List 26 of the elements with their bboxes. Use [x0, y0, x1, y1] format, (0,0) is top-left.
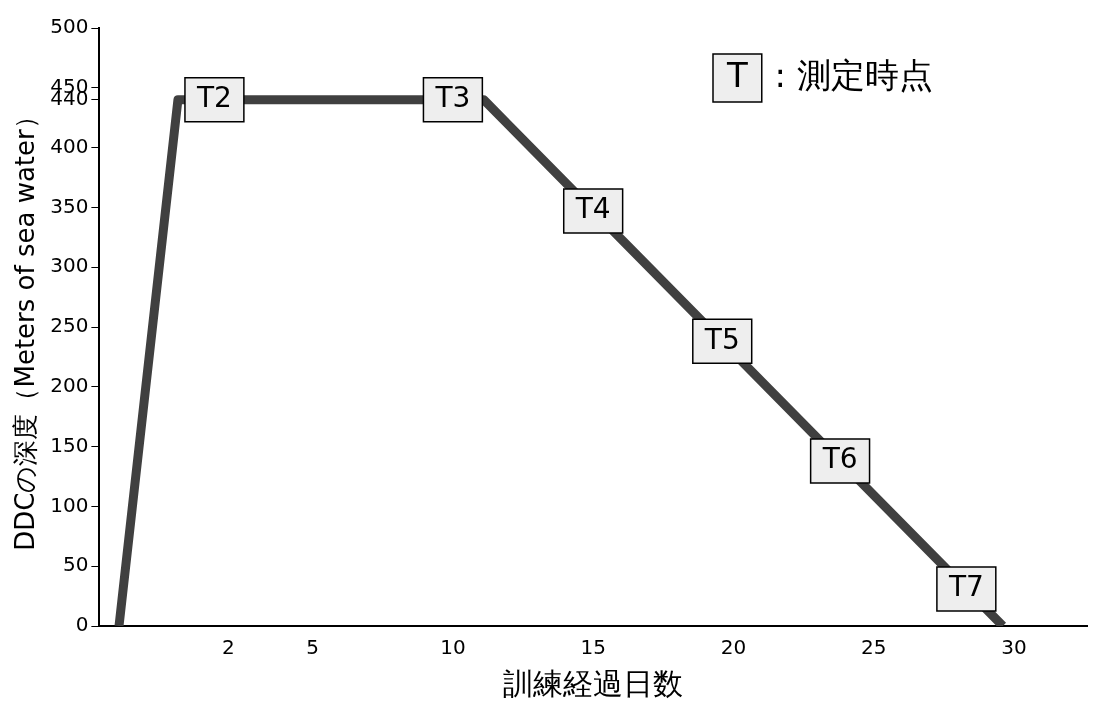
y-axis-title: DDCの深度（Meters of sea water） [10, 103, 41, 551]
annotation: T6 [821, 442, 858, 476]
y-tick-label: 50 [62, 552, 89, 577]
y-tick-label: 200 [50, 373, 89, 397]
annotation: T : 測定時点 [726, 54, 933, 95]
annotation: T7 [947, 570, 984, 604]
annotation: T2 [195, 81, 232, 115]
annotation: T3 [434, 81, 471, 115]
y-tick-label: 350 [50, 193, 89, 218]
x-tick-label: 25 [861, 635, 887, 660]
x-tick-label: 30 [1001, 635, 1027, 660]
y-tick-label: 100 [50, 492, 89, 517]
y-tick-label: 300 [50, 253, 89, 278]
y-tick-label: 500 [50, 14, 89, 39]
y-tick-label: 0 [75, 612, 89, 637]
x-tick-label: 5 [306, 635, 319, 660]
y-tick-label: 150 [50, 432, 89, 457]
y-tick-label: 400 [50, 133, 89, 158]
annotation: T4 [574, 192, 611, 226]
x-tick-label: 10 [440, 635, 466, 660]
x-tick-label: 20 [720, 635, 747, 660]
annotation: T5 [703, 322, 740, 356]
x-tick-label: 15 [580, 635, 606, 660]
x-axis-title: 訓練経過日数 [503, 665, 684, 701]
x-tick-label: 2 [222, 635, 235, 660]
y-tick-label: 250 [50, 313, 89, 338]
